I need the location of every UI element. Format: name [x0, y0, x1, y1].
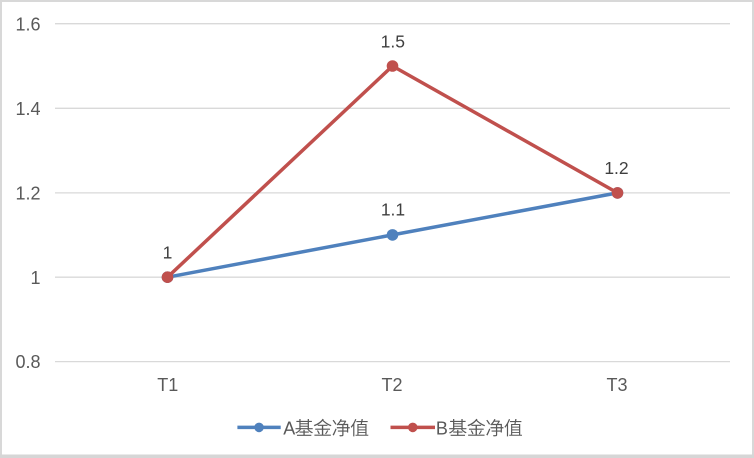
svg-text:1.1: 1.1 [381, 200, 405, 220]
svg-text:0.8: 0.8 [15, 352, 40, 372]
svg-text:T2: T2 [381, 375, 402, 395]
svg-text:A: A [283, 418, 295, 438]
svg-text:B: B [436, 418, 448, 438]
svg-text:1: 1 [30, 268, 40, 288]
svg-text:1.6: 1.6 [15, 14, 40, 34]
svg-text:1.5: 1.5 [381, 31, 405, 51]
svg-text:1: 1 [163, 243, 173, 263]
svg-text:T1: T1 [157, 375, 178, 395]
svg-text:1.2: 1.2 [15, 183, 40, 203]
svg-text:T3: T3 [606, 375, 627, 395]
svg-text:1.4: 1.4 [15, 99, 40, 119]
svg-text:1.2: 1.2 [604, 158, 628, 178]
